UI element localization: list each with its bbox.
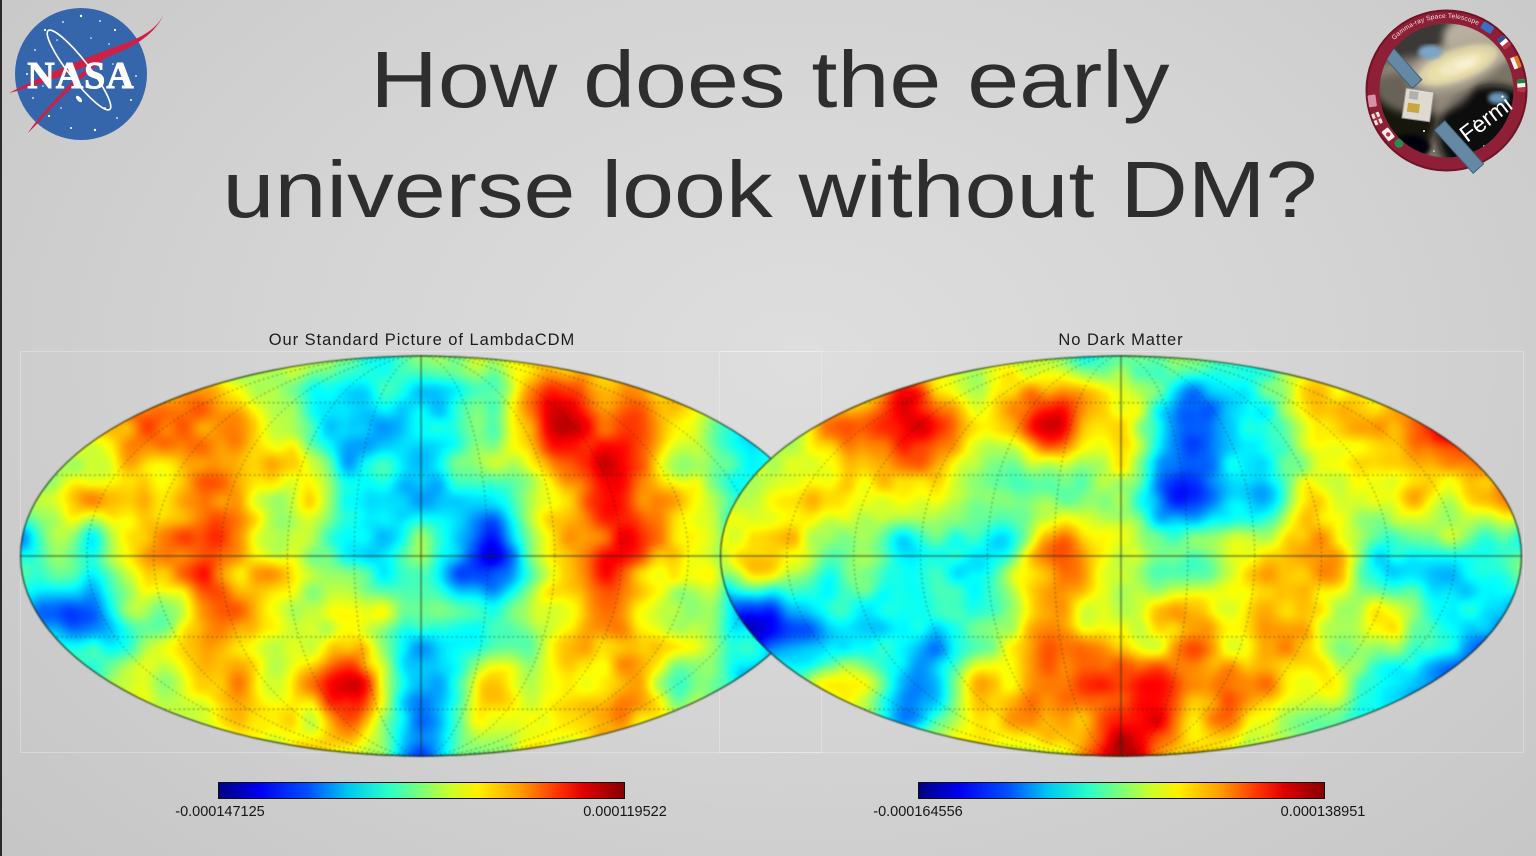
svg-text:NASA: NASA	[27, 55, 134, 97]
